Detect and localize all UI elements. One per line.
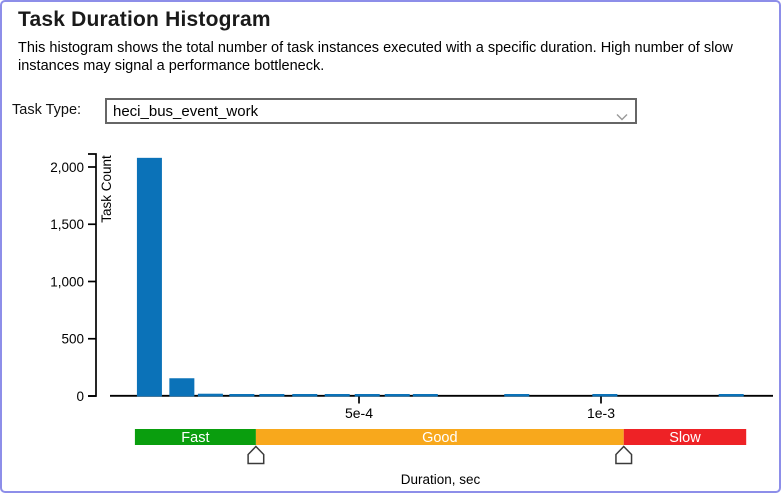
y-axis-tick-label: 500	[61, 332, 84, 347]
zone-fast	[134, 429, 256, 445]
zone-label-fast: Fast	[181, 430, 209, 446]
histogram-chart: 0 500 1,000 1,500 2,000 Task Count 5e-4 1e-3 Fas…	[2, 137, 779, 491]
zone-label-good: Good	[422, 430, 457, 446]
x-axis-tick-label: 1e-3	[587, 405, 615, 421]
threshold-handle[interactable]	[247, 445, 265, 465]
y-axis	[88, 153, 97, 397]
histogram-bar	[504, 394, 530, 397]
y-axis-title: Task Count	[99, 155, 114, 223]
task-type-selected-value: heci_bus_event_work	[113, 103, 259, 120]
x-axis-tick-label: 5e-4	[345, 405, 373, 421]
y-axis-tick-label: 1,000	[50, 274, 84, 289]
zone-slow	[623, 429, 747, 445]
histogram-bar	[169, 378, 195, 397]
x-axis-title: Duration, sec	[401, 472, 481, 487]
histogram-bar	[384, 394, 410, 397]
histogram-bar	[229, 394, 255, 397]
histogram-bar	[197, 393, 223, 397]
page-description: This histogram shows the total number of…	[18, 40, 733, 74]
histogram-bar	[354, 394, 380, 397]
zone-good	[255, 429, 624, 445]
zone-label-slow: Slow	[669, 430, 701, 446]
y-axis-tick-label: 0	[76, 389, 84, 404]
y-axis-tick-label: 1,500	[50, 217, 84, 232]
histogram-bar	[324, 394, 350, 397]
histogram-bar	[292, 394, 318, 397]
page-title: Task Duration Histogram	[18, 8, 271, 31]
histogram-chart-svg: 0 500 1,000 1,500 2,000 Task Count 5e-4 1e-3 Fas…	[50, 153, 773, 487]
histogram-bar	[136, 157, 162, 397]
histogram-bar	[259, 394, 285, 397]
task-type-select[interactable]: heci_bus_event_work	[105, 98, 637, 124]
histogram-bar	[592, 394, 618, 397]
chevron-down-icon	[616, 108, 628, 126]
histogram-bar	[412, 394, 438, 397]
task-type-label: Task Type:	[12, 102, 82, 118]
y-axis-tick-label: 2,000	[50, 160, 84, 175]
threshold-handle[interactable]	[615, 445, 633, 465]
histogram-bar	[718, 394, 744, 397]
